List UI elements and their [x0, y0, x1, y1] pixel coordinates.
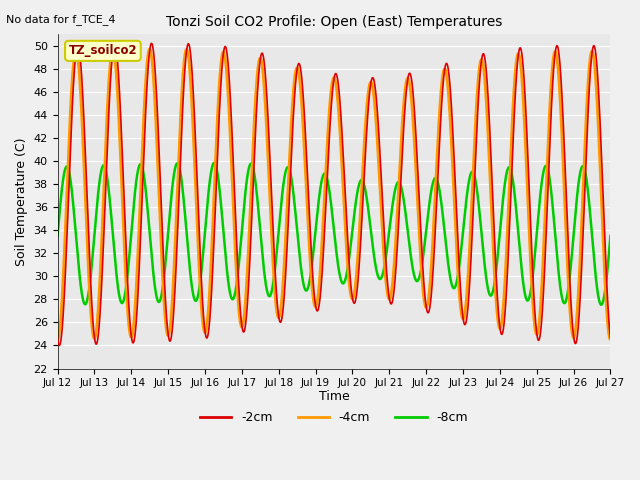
Text: No data for f_TCE_4: No data for f_TCE_4 [6, 14, 116, 25]
Text: TZ_soilco2: TZ_soilco2 [68, 44, 137, 57]
Legend: -2cm, -4cm, -8cm: -2cm, -4cm, -8cm [195, 406, 473, 429]
Y-axis label: Soil Temperature (C): Soil Temperature (C) [15, 137, 28, 266]
X-axis label: Time: Time [319, 390, 349, 403]
Title: Tonzi Soil CO2 Profile: Open (East) Temperatures: Tonzi Soil CO2 Profile: Open (East) Temp… [166, 15, 502, 29]
